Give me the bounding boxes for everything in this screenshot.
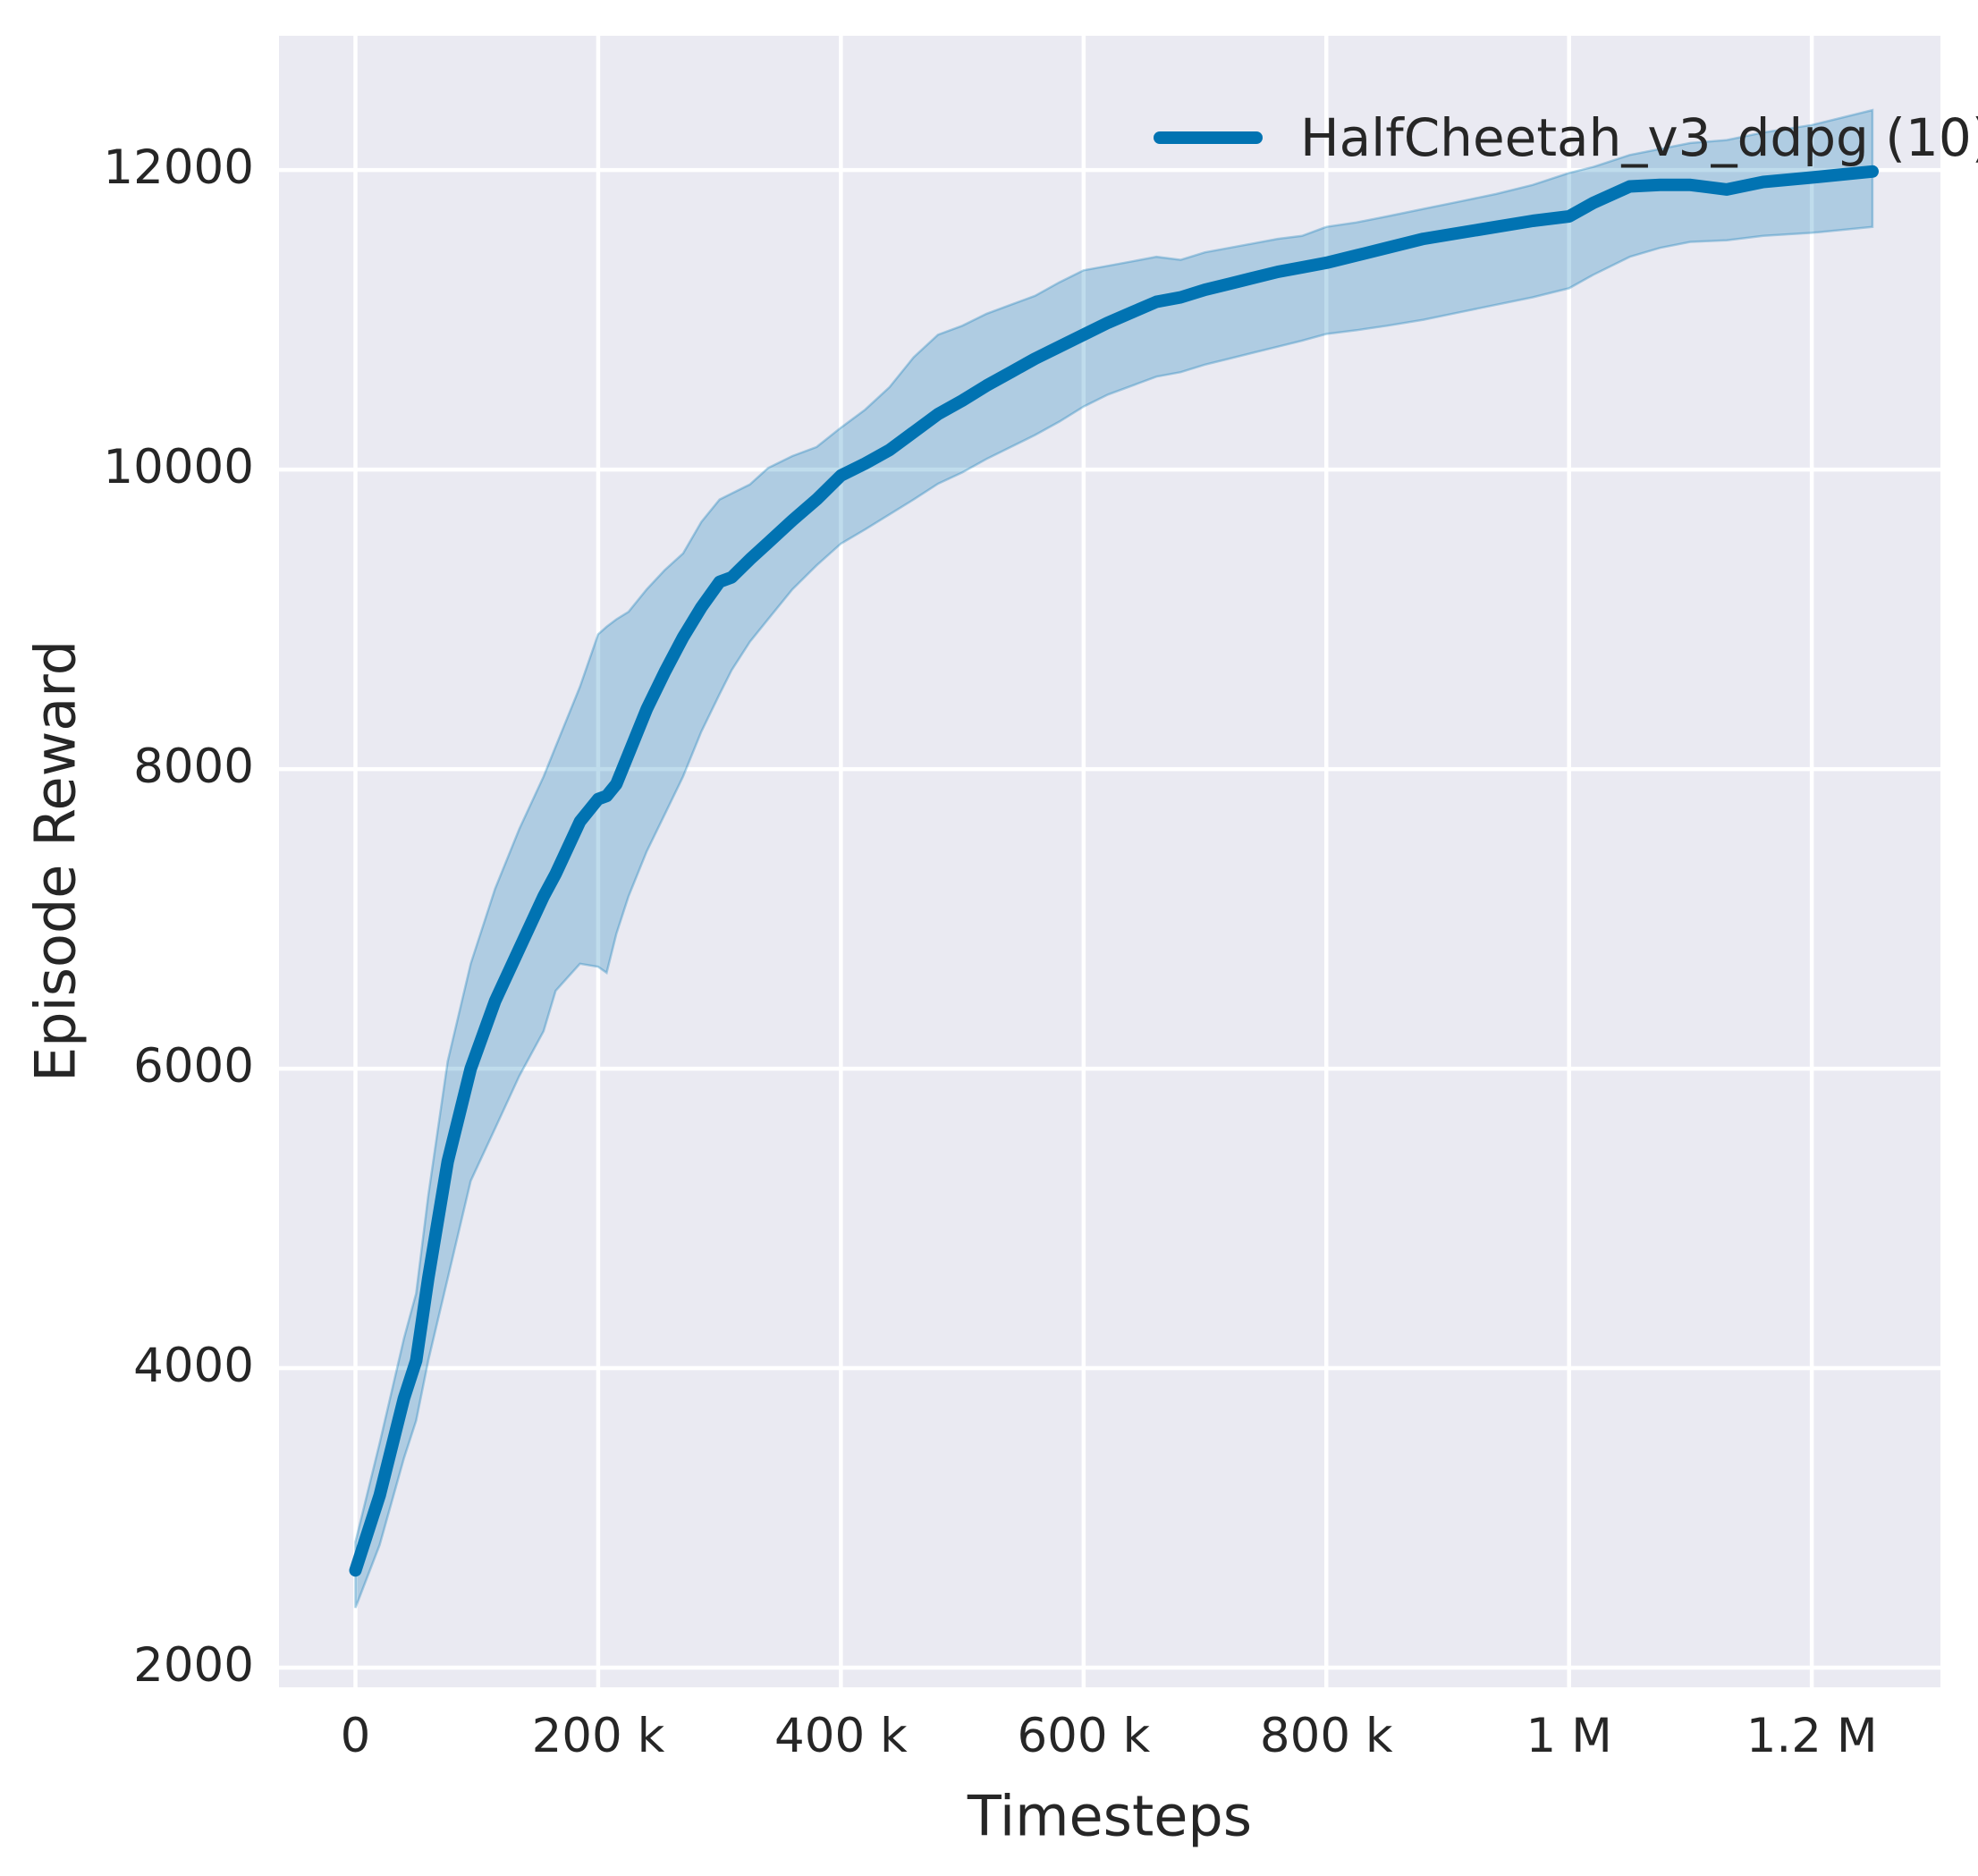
legend-series-label: HalfCheetah_v3_ddpg (10) [1300, 107, 1978, 168]
gridlines [279, 36, 1940, 1687]
legend-line-swatch [1154, 131, 1263, 144]
y-tick-label: 8000 [133, 739, 254, 795]
confidence-band [354, 108, 1874, 1609]
y-tick-label: 4000 [133, 1339, 254, 1394]
y-tick-label: 6000 [133, 1039, 254, 1094]
x-tick-label: 1 M [1526, 1709, 1612, 1763]
mean-line [349, 165, 1879, 1577]
y-tick-label: 10000 [103, 440, 254, 495]
x-tick-label: 1.2 M [1746, 1709, 1878, 1763]
y-axis-label: Episode Reward [22, 639, 89, 1083]
x-tick-label: 0 [340, 1709, 371, 1763]
x-tick-label: 400 k [774, 1709, 908, 1763]
y-tick-label: 2000 [133, 1638, 254, 1694]
x-tick-label: 600 k [1017, 1709, 1151, 1763]
y-tick-label: 12000 [103, 140, 254, 196]
x-axis-label: Timesteps [967, 1783, 1253, 1849]
x-tick-label: 200 k [531, 1709, 665, 1763]
legend: HalfCheetah_v3_ddpg (10) [1154, 107, 1978, 168]
x-tick-label: 800 k [1259, 1709, 1393, 1763]
